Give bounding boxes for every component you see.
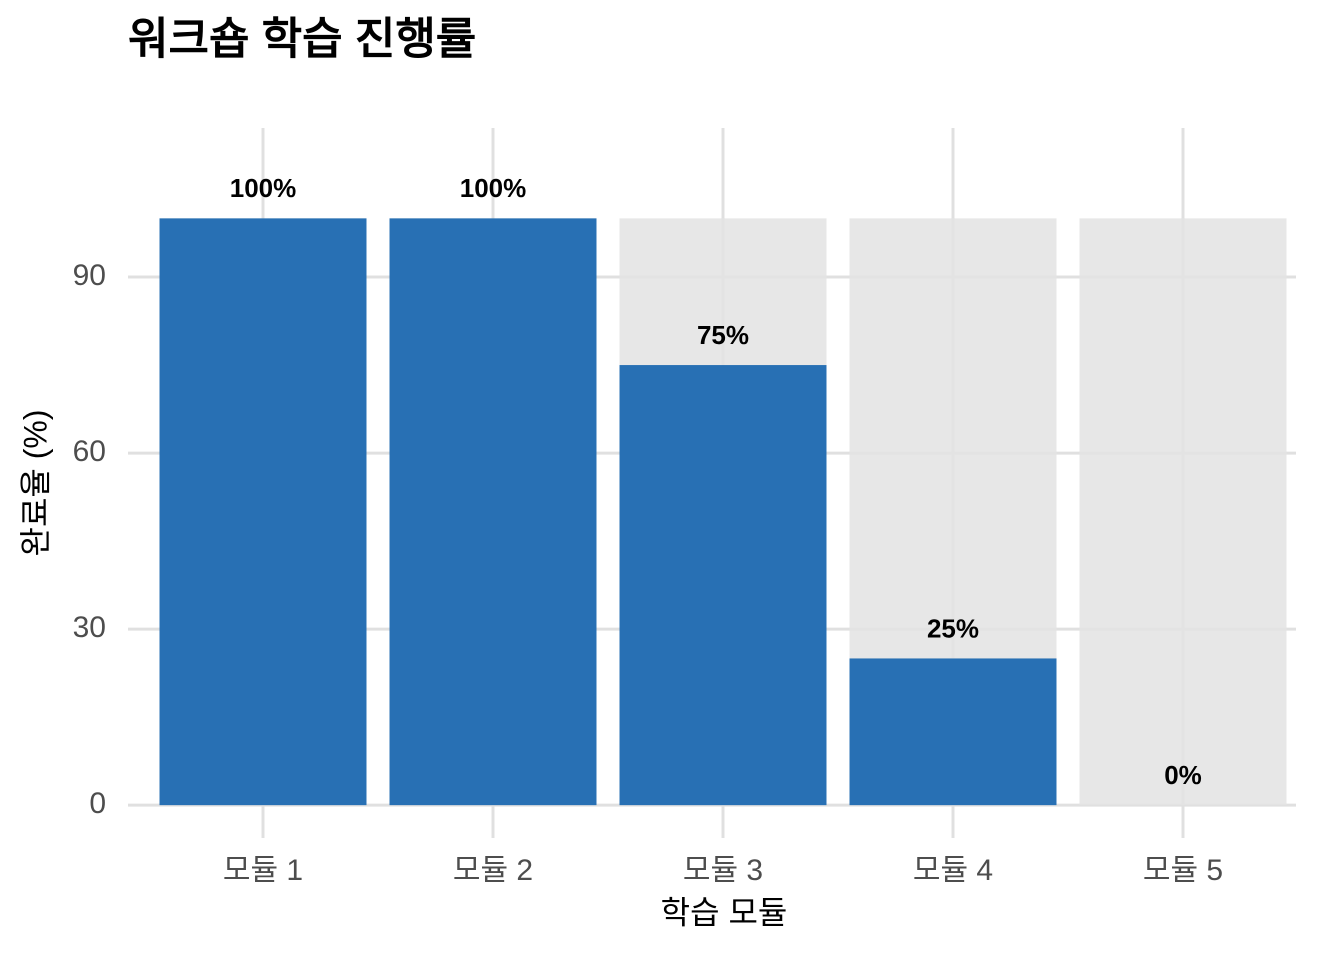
y-axis-title: 완료율 (%)	[17, 410, 53, 557]
value-label: 100%	[230, 173, 297, 203]
value-label: 100%	[460, 173, 527, 203]
value-label: 25%	[927, 613, 979, 643]
x-tick-label: 모듈 1	[223, 854, 303, 887]
y-tick-label: 60	[73, 435, 106, 468]
y-tick-label: 90	[73, 259, 106, 292]
bar	[1079, 218, 1287, 806]
x-axis-title: 학습 모듈	[661, 894, 788, 930]
bar	[849, 658, 1057, 806]
x-tick-label: 모듈 2	[453, 854, 533, 887]
bar	[159, 218, 367, 806]
bar	[619, 365, 827, 806]
value-label: 0%	[1164, 760, 1202, 790]
y-tick-label: 30	[73, 611, 106, 644]
chart-title: 워크숍 학습 진행률	[128, 15, 476, 64]
x-tick-label: 모듈 4	[913, 854, 993, 887]
y-tick-label: 0	[89, 787, 106, 820]
bar	[389, 218, 597, 806]
value-label: 75%	[697, 320, 749, 350]
x-tick-label: 모듈 5	[1143, 854, 1223, 887]
x-tick-label: 모듈 3	[683, 854, 763, 887]
